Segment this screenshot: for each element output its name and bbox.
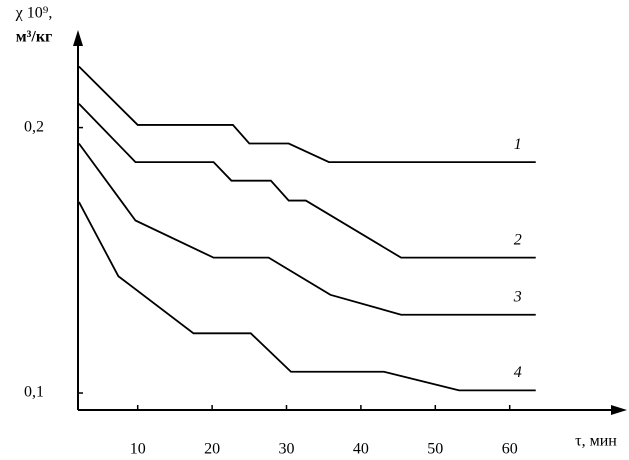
line (78, 103, 536, 259)
series-label: 3 (513, 288, 522, 305)
line (78, 142, 536, 316)
y-tick-label: 0,2 (24, 118, 44, 135)
series-label: 2 (514, 231, 522, 248)
y-arrow (73, 30, 83, 46)
x-tick-label: 30 (279, 441, 295, 458)
y-tick-label: 0,1 (24, 384, 44, 401)
x-tick-label: 10 (130, 441, 146, 458)
x-tick-label: 50 (427, 441, 443, 458)
y-label: χ 10⁹, (15, 5, 53, 22)
y-label: м³/кг (16, 29, 53, 46)
x-tick-label: 60 (502, 441, 518, 458)
x-tick-label: 40 (353, 441, 369, 458)
x-label: τ, мин (575, 433, 617, 450)
x-tick-label: 20 (204, 441, 220, 458)
x-arrow (611, 405, 627, 415)
line (78, 65, 536, 163)
series-label: 4 (514, 364, 522, 381)
series-label: 1 (514, 136, 522, 153)
line (78, 201, 536, 392)
